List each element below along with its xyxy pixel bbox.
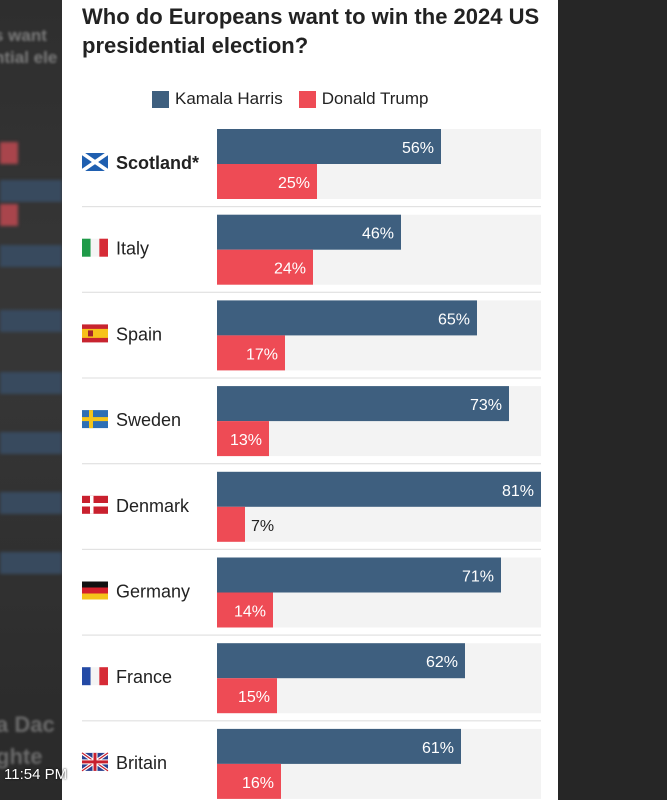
flag-italy-icon xyxy=(90,238,100,257)
value-label-trump-britain: 16% xyxy=(242,775,274,792)
flag-britain-icon xyxy=(82,760,108,764)
legend: Kamala Harris Donald Trump xyxy=(152,86,428,112)
legend-label-trump: Donald Trump xyxy=(321,89,429,108)
bar-harris-britain xyxy=(217,728,461,764)
value-label-harris-france: 62% xyxy=(426,654,458,671)
category-label-spain: Spain xyxy=(116,324,162,344)
value-label-trump-germany: 14% xyxy=(234,604,266,621)
legend-swatch-harris xyxy=(152,90,169,108)
flag-france-icon xyxy=(82,667,91,686)
flag-france-icon xyxy=(90,667,100,686)
row-divider-scotland xyxy=(82,206,541,208)
value-label-trump-denmark: 7% xyxy=(251,518,274,535)
category-label-germany: Germany xyxy=(116,582,190,602)
value-label-harris-spain: 65% xyxy=(438,311,470,328)
bar-trump-italy xyxy=(217,249,313,285)
value-label-trump-sweden: 13% xyxy=(230,432,262,449)
category-label-britain: Britain xyxy=(116,753,167,773)
legend-item-harris: Kamala Harris xyxy=(152,89,283,109)
value-label-harris-scotland: 56% xyxy=(402,140,434,157)
category-label-italy: Italy xyxy=(116,239,149,259)
bar-trump-britain xyxy=(217,763,281,799)
bar-harris-spain xyxy=(217,300,477,336)
chart-card: Who do Europeans want to win the 2024 US… xyxy=(62,0,558,800)
bar-harris-scotland xyxy=(217,129,441,164)
chart-title: Who do Europeans want to win the 2024 US… xyxy=(82,4,540,58)
flag-germany-icon xyxy=(82,587,108,594)
flag-spain-icon xyxy=(88,330,93,337)
row-divider-france xyxy=(82,720,541,722)
bar-trump-scotland xyxy=(217,164,317,199)
flag-denmark-icon xyxy=(82,503,108,507)
legend-label-harris: Kamala Harris xyxy=(175,89,283,108)
background-blur-left: s want ntial ele a Dac ghte xyxy=(0,0,62,800)
bar-harris-denmark xyxy=(217,471,541,507)
video-timestamp: 11:54 PM xyxy=(4,766,68,783)
row-divider-germany xyxy=(82,634,541,636)
flag-france-icon xyxy=(99,667,108,686)
flag-scotland-icon xyxy=(81,151,109,173)
flag-sweden-icon xyxy=(82,417,108,422)
legend-swatch-trump xyxy=(298,90,316,108)
flag-italy-icon xyxy=(99,238,108,257)
row-divider-italy xyxy=(82,291,541,293)
value-label-harris-italy: 46% xyxy=(362,226,394,243)
row-divider-sweden xyxy=(82,463,541,465)
bar-chart: Scotland* 56% 25% Italy 46% 24% Spain 65% 17% Swe… xyxy=(81,129,541,799)
bar-harris-sweden xyxy=(217,386,509,422)
legend-item-trump: Donald Trump xyxy=(298,89,429,109)
category-label-france: France xyxy=(116,667,172,687)
value-label-trump-france: 15% xyxy=(238,689,270,706)
row-divider-spain xyxy=(82,377,541,379)
background-dark-right xyxy=(558,0,667,800)
bar-harris-italy xyxy=(217,214,401,250)
bar-trump-sweden xyxy=(217,421,269,457)
bar-trump-denmark xyxy=(217,506,245,542)
flag-germany-icon xyxy=(82,593,108,600)
value-label-harris-denmark: 81% xyxy=(502,483,534,500)
flag-italy-icon xyxy=(82,238,91,257)
row-divider-denmark xyxy=(82,548,541,550)
bar-trump-germany xyxy=(217,592,273,628)
value-label-harris-germany: 71% xyxy=(462,569,494,586)
category-label-scotland: Scotland* xyxy=(116,153,199,173)
category-label-denmark: Denmark xyxy=(116,496,190,516)
category-label-sweden: Sweden xyxy=(116,410,181,430)
bar-harris-germany xyxy=(217,557,501,593)
bar-trump-france xyxy=(217,678,277,714)
value-label-harris-britain: 61% xyxy=(422,740,454,757)
value-label-harris-sweden: 73% xyxy=(470,397,502,414)
flag-germany-icon xyxy=(82,581,108,588)
value-label-trump-italy: 24% xyxy=(274,261,306,278)
flag-spain-icon xyxy=(82,328,108,338)
value-label-trump-scotland: 25% xyxy=(278,175,310,192)
bar-harris-france xyxy=(217,643,465,679)
value-label-trump-spain: 17% xyxy=(246,346,278,363)
bar-trump-spain xyxy=(217,335,285,371)
